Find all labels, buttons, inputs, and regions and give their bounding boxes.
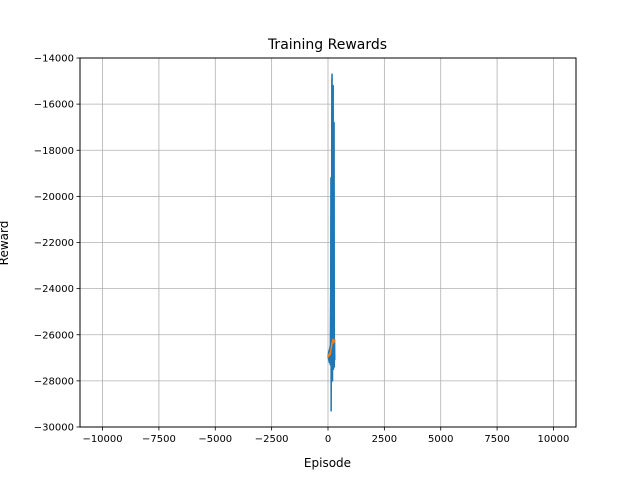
x-axis: −10000 −7500 −5000 −2500 0 2500 5000 7500 10000 [82, 427, 569, 445]
y-tick-label: −22000 [34, 238, 74, 249]
series-layer [327, 73, 336, 412]
x-tick-label: 2500 [372, 434, 397, 445]
x-tick-label: 0 [325, 434, 331, 445]
x-tick-label: 7500 [484, 434, 509, 445]
y-tick-label: −28000 [34, 376, 74, 387]
y-tick-label: −24000 [34, 284, 74, 295]
grid [80, 57, 576, 428]
x-axis-label: Episode [304, 456, 351, 470]
series-line-2 [327, 338, 336, 358]
x-tick-label: −2500 [255, 434, 289, 445]
y-tick-label: −18000 [34, 146, 74, 157]
y-tick-label: −16000 [34, 100, 74, 111]
chart-title: Training Rewards [267, 37, 387, 53]
x-tick-label: −5000 [198, 434, 232, 445]
y-axis-label: Reward [0, 221, 11, 266]
x-tick-label: −10000 [82, 434, 122, 445]
y-tick-label: −30000 [34, 423, 74, 434]
y-axis: −30000 −28000 −26000 −24000 −22000 −20000 −180… [34, 54, 80, 434]
y-tick-label: −14000 [34, 54, 74, 65]
y-tick-label: −20000 [34, 192, 74, 203]
x-tick-label: 10000 [538, 434, 570, 445]
y-tick-label: −26000 [34, 330, 74, 341]
x-tick-label: −7500 [142, 434, 176, 445]
x-tick-label: 5000 [428, 434, 453, 445]
